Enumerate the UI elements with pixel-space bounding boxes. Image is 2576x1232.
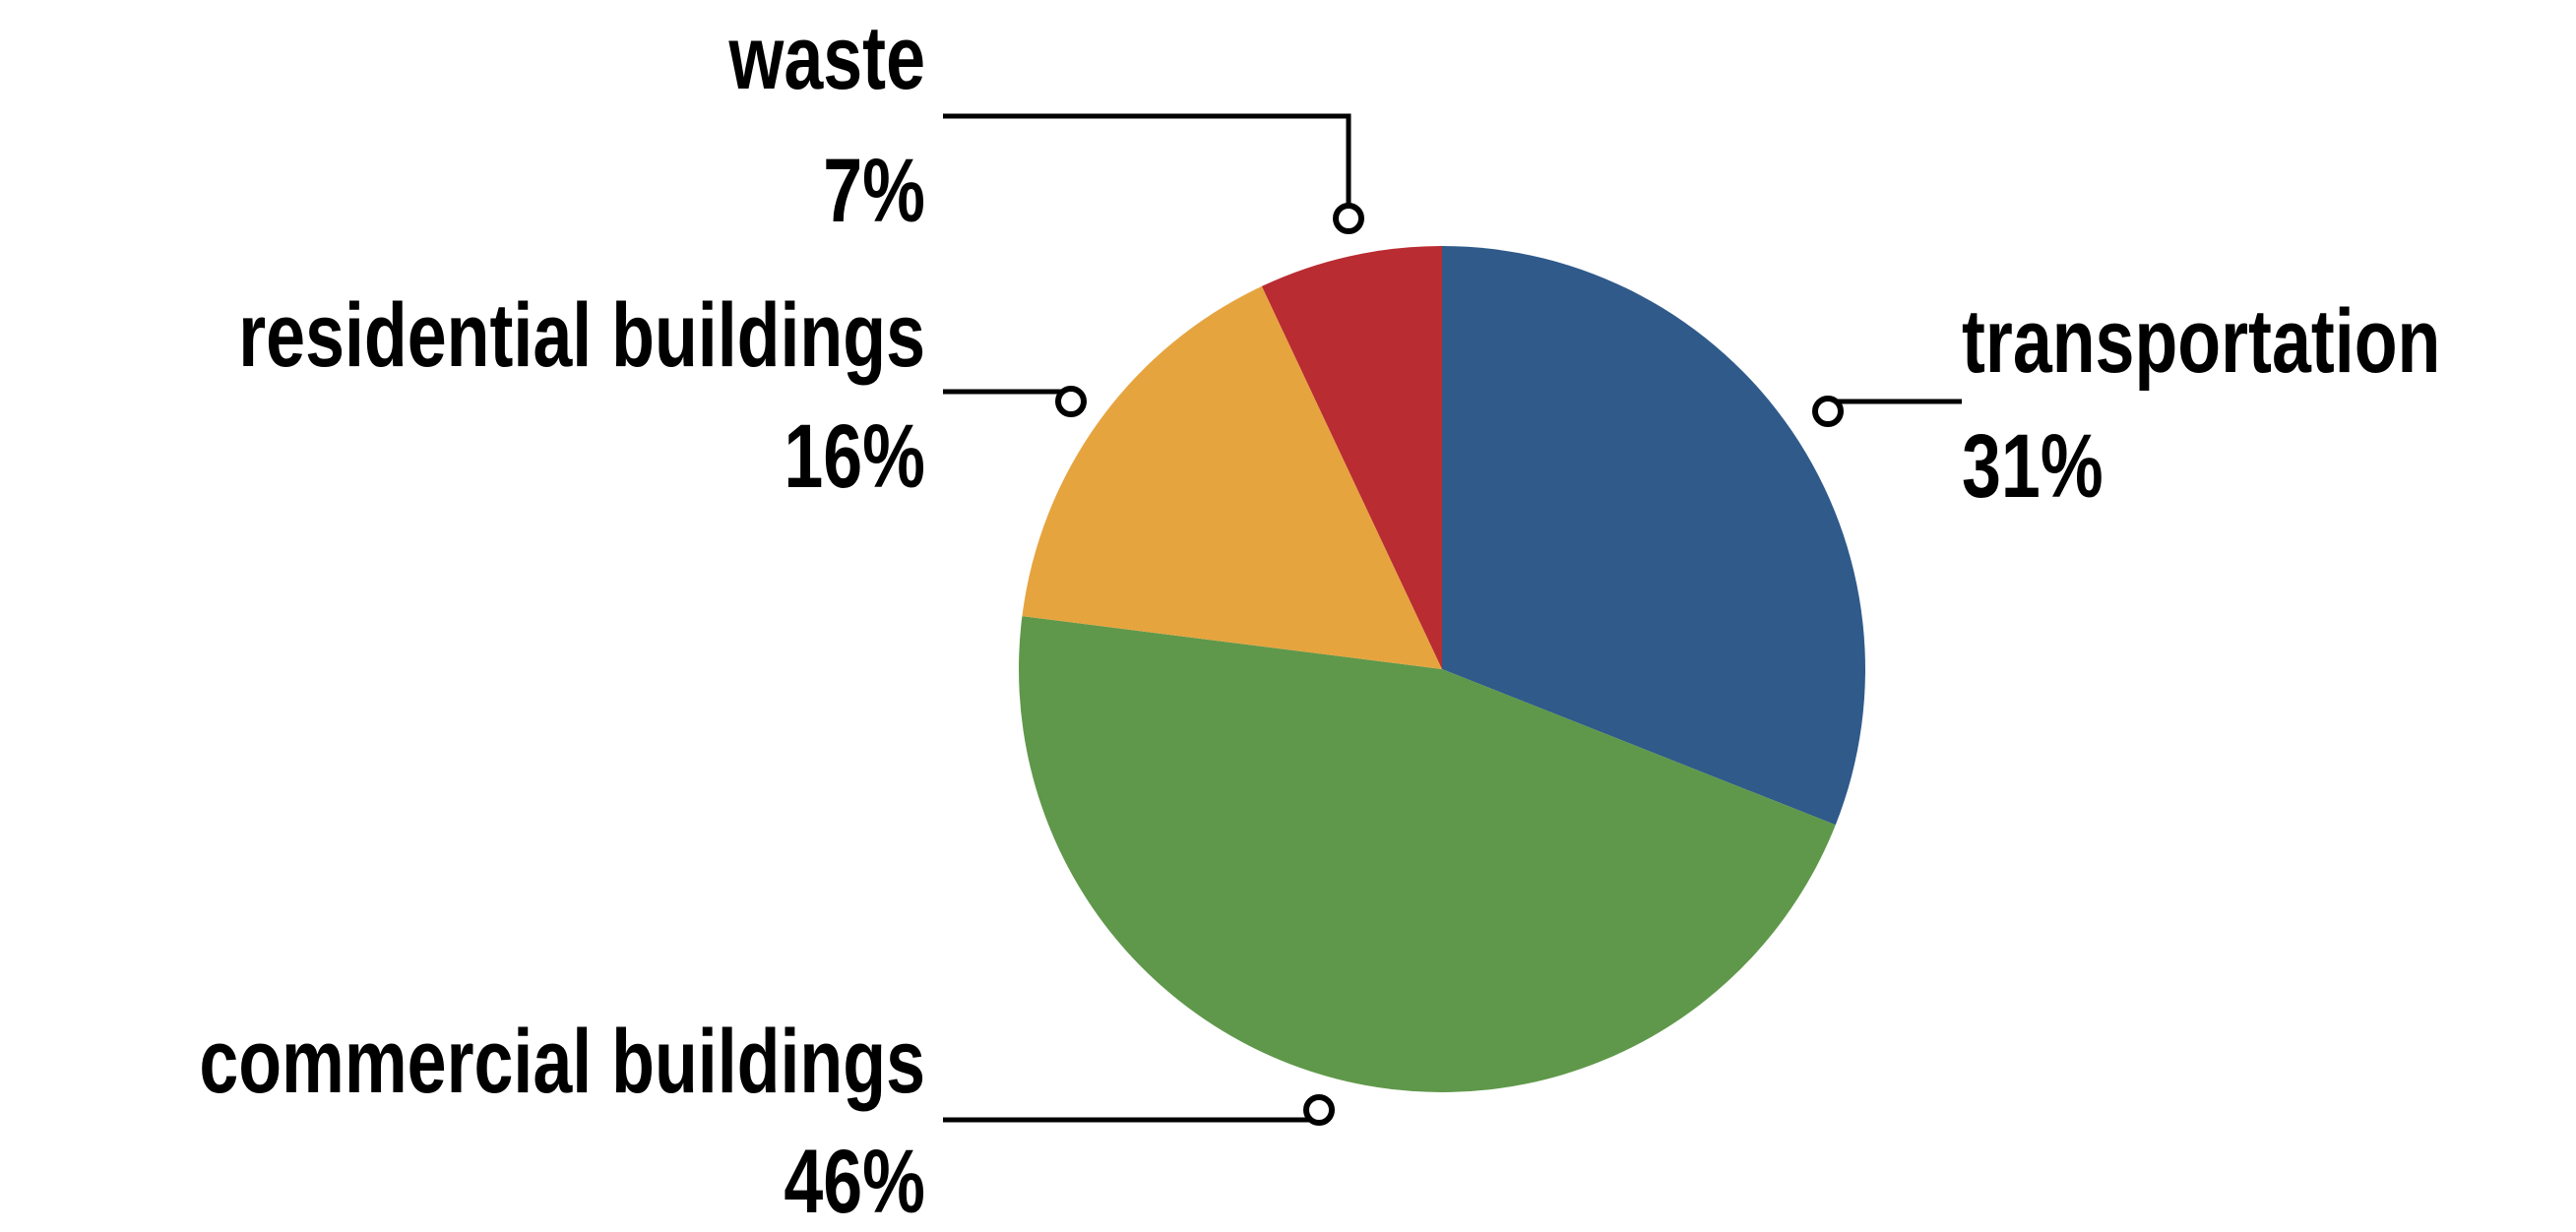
pie-slice-waste bbox=[1261, 246, 1442, 669]
pie-slice-residential-buildings bbox=[1022, 285, 1442, 669]
pie-slice-commercial-buildings bbox=[1019, 616, 1836, 1092]
leader-dot-transportation bbox=[1812, 396, 1844, 427]
slice-value-commercial-buildings: 46% bbox=[784, 1131, 925, 1227]
slice-label-waste: waste bbox=[728, 7, 925, 108]
slice-label-residential-buildings: residential buildings bbox=[238, 284, 925, 386]
slice-label-transportation: transportation bbox=[1962, 290, 2440, 392]
slice-value-residential-buildings: 16% bbox=[784, 405, 925, 507]
slice-labels: transportation 31% commercial buildings 46%… bbox=[199, 7, 2440, 1232]
leader-dot-commercial-buildings bbox=[1303, 1094, 1335, 1126]
slice-label-commercial-buildings: commercial buildings bbox=[199, 1011, 925, 1112]
slice-value-transportation: 31% bbox=[1962, 415, 2104, 517]
pie-slices bbox=[1019, 246, 1865, 1092]
slice-value-waste: 7% bbox=[823, 140, 925, 241]
pie-slice-transportation bbox=[1442, 246, 1865, 826]
leader-line-waste bbox=[943, 113, 1351, 218]
leader-lines bbox=[943, 113, 1962, 1126]
leader-dot-residential-buildings bbox=[1055, 386, 1087, 417]
leader-dot-waste bbox=[1333, 203, 1364, 234]
